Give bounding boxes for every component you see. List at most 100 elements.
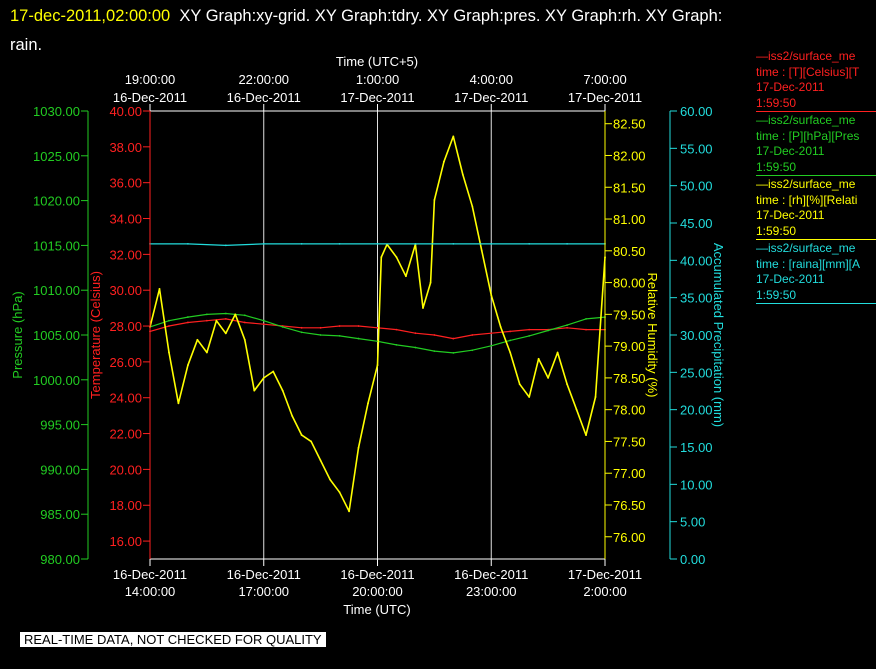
precip-tick-label: 15.00 [680,440,713,455]
legend-series-name: —iss2/surface_me [756,49,856,63]
data-point-rh [187,364,189,367]
data-point-rh [253,389,256,392]
graph-timestamp: 17-dec-2011,02:00:00 [10,7,171,25]
data-point-rh [168,351,170,354]
pressure-tick-label: 1030.00 [33,104,80,119]
data-point-pressure [187,316,189,318]
x-top-tick-label-time: 19:00:00 [125,72,176,87]
data-point-rh [509,351,512,354]
x-top-tick-label-time: 4:00:00 [470,72,513,87]
data-point-rh [471,205,474,208]
precip-tick-label: 60.00 [680,104,713,119]
data-point-rh [357,446,360,449]
precip-tick-label: 10.00 [680,477,713,492]
data-point-pressure [300,331,303,334]
data-point-temperature [205,319,208,322]
data-point-temperature [452,337,455,340]
graph-header: 17-dec-2011,02:00:00 XY Graph:xy-grid. X… [10,2,860,60]
rh-tick-label: 78.00 [613,403,646,418]
data-point-temperature [566,326,568,329]
precip-tick-label: 0.00 [680,552,705,567]
x-tick-label-time: 20:00:00 [352,584,403,599]
legend-entry-pressure[interactable]: —iss2/surface_me time : [P][hPa][Pres 17… [756,113,876,176]
x-top-tick-label-time: 22:00:00 [238,72,289,87]
data-point-pressure [452,352,455,354]
data-point-rh [291,415,294,417]
pressure-tick-label: 995.00 [40,418,80,433]
data-point-temperature [187,321,189,324]
temperature-axis-title: Temperature (Celsius) [88,271,103,399]
rh-tick-label: 80.50 [613,244,646,259]
temperature-tick-label: 34.00 [109,212,142,227]
legend-entry-temperature[interactable]: —iss2/surface_me time : [T][Celsius][T 1… [756,49,876,112]
data-point-rh [480,249,483,252]
rh-axis-title: Relative Humidity (%) [645,273,660,398]
legend-time: 1:59:50 [756,95,797,110]
data-point-rh [338,491,341,494]
precip-tick-label: 55.00 [680,141,713,156]
data-point-rh [205,351,208,354]
data-point-temperature [509,330,512,333]
data-point-temperature [433,334,436,336]
legend-date: 17-Dec-2011 [756,144,825,158]
data-point-rh [461,173,464,176]
data-point-rh [300,434,303,436]
temperature-tick-label: 20.00 [109,462,142,477]
precip-tick-label: 50.00 [680,179,713,194]
data-point-temperature [319,326,322,329]
precip-tick-label: 35.00 [680,291,713,306]
data-point-rh [528,396,531,398]
legend-entry-precipitation[interactable]: —iss2/surface_me time : [raina][mm][A 17… [756,241,876,304]
rh-tick-label: 76.00 [613,530,646,545]
legend-series-meta: time : [raina][mm][A [756,256,861,271]
data-point-rh [243,338,246,341]
data-point-pressure [205,313,208,316]
data-point-rh [281,389,284,392]
legend-entry-humidity[interactable]: —iss2/surface_me time : [rh][%][Relati 1… [756,177,876,240]
data-point-pressure [262,319,265,322]
data-point-rh [196,338,199,341]
data-point-rh [380,256,383,259]
data-point-pressure [509,339,512,342]
precip-tick-label: 45.00 [680,216,713,231]
pressure-tick-label: 1015.00 [33,238,80,253]
rh-tick-label: 82.50 [613,117,646,132]
data-point-rh [348,510,350,513]
data-point-rh [585,434,587,436]
pressure-tick-label: 1020.00 [33,194,80,209]
data-point-pressure [547,329,550,332]
precip-tick-label: 30.00 [680,328,713,343]
pressure-tick-label: 985.00 [40,507,80,522]
legend-date: 17-Dec-2011 [756,208,825,222]
data-point-temperature [243,321,246,324]
grid-lines [263,111,492,559]
data-point-rh [395,256,398,259]
data-point-pressure [414,346,417,349]
data-point-pressure [357,337,360,340]
rh-tick-label: 79.00 [613,339,646,354]
data-point-rh [422,307,424,309]
data-point-rh [575,408,578,411]
data-point-rh [215,319,218,322]
data-point-temperature [262,323,265,326]
data-point-pressure [224,312,227,315]
data-point-rh [158,288,161,290]
pressure-tick-label: 1005.00 [33,328,80,343]
data-point-rh [537,357,540,360]
data-point-rh [429,281,432,284]
legend-series-meta: time : [rh][%][Relati [756,192,858,207]
temperature-tick-label: 32.00 [109,247,142,262]
pressure-tick-label: 1010.00 [33,283,80,298]
rh-tick-label: 77.50 [613,434,646,449]
data-point-pressure [243,314,246,317]
temperature-tick-label: 40.00 [109,104,142,119]
data-point-rh [433,199,436,201]
data-point-pressure [471,349,474,352]
x-tick-label-date: 16-Dec-2011 [227,567,301,582]
data-point-temperature [357,325,360,327]
data-point-rh [367,402,369,405]
data-point-rh [547,376,550,379]
legend-time: 1:59:50 [756,287,797,302]
pressure-tick-label: 980.00 [40,552,80,567]
